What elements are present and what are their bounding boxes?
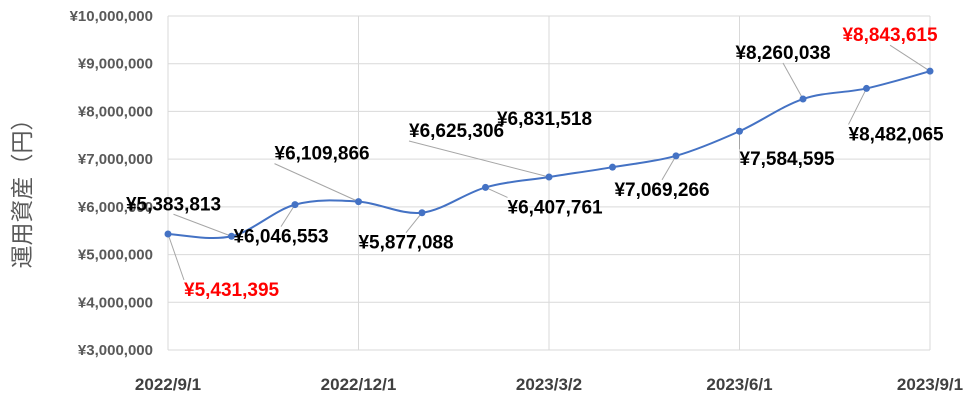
data-point — [482, 183, 489, 191]
data-label: ¥5,383,813 — [126, 194, 221, 215]
data-point — [545, 173, 553, 181]
y-tick-label: ¥5,000,000 — [78, 247, 153, 264]
x-tick-label: 2023/3/2 — [516, 375, 582, 394]
data-label: ¥6,625,306 — [409, 121, 504, 142]
y-tick-label: ¥7,000,000 — [78, 151, 153, 168]
data-label: ¥6,831,518 — [497, 109, 592, 130]
leader-line — [661, 155, 677, 181]
data-point — [863, 84, 870, 92]
data-point — [291, 201, 299, 209]
data-point — [672, 152, 680, 160]
data-point — [799, 95, 807, 103]
leader-line — [408, 140, 550, 178]
data-label: ¥8,482,065 — [849, 124, 945, 145]
leader-line — [485, 186, 508, 198]
leader-line — [889, 44, 931, 72]
x-tick-label: 2023/9/1 — [897, 375, 963, 394]
data-label: ¥7,069,266 — [614, 180, 709, 201]
leader-line — [848, 88, 867, 125]
leader-line — [782, 62, 804, 100]
data-label: ¥6,046,553 — [233, 227, 328, 248]
leader-line — [167, 233, 185, 281]
leader-line — [274, 163, 359, 203]
data-label: ¥8,843,615 — [842, 25, 938, 46]
data-point — [926, 67, 934, 75]
data-point — [418, 209, 426, 217]
x-tick-label: 2022/12/1 — [321, 375, 397, 394]
data-point — [736, 127, 743, 135]
data-label: ¥5,877,088 — [358, 233, 453, 254]
y-tick-label: ¥9,000,000 — [78, 56, 153, 73]
leader-line — [173, 213, 232, 237]
data-label: ¥6,109,866 — [275, 144, 370, 165]
y-tick-label: ¥8,000,000 — [78, 103, 153, 120]
y-tick-label: ¥6,000,000 — [78, 199, 153, 216]
data-label: ¥5,431,395 — [184, 280, 280, 301]
y-axis-label: 運用資産（円） — [10, 108, 36, 269]
leader-line — [405, 212, 423, 234]
y-tick-label: ¥10,000,000 — [70, 8, 153, 25]
y-tick-label: ¥3,000,000 — [78, 342, 153, 359]
x-tick-label: 2022/9/1 — [135, 375, 201, 394]
y-tick-label: ¥4,000,000 — [78, 294, 153, 311]
data-label: ¥6,407,761 — [508, 197, 604, 218]
x-tick-label: 2023/6/1 — [706, 375, 772, 394]
data-label: ¥8,260,038 — [735, 43, 830, 64]
data-point — [228, 232, 235, 240]
data-label: ¥7,584,595 — [740, 149, 836, 170]
data-point — [609, 163, 616, 171]
data-point — [164, 230, 172, 238]
leader-line — [280, 204, 296, 227]
data-point — [355, 198, 362, 206]
